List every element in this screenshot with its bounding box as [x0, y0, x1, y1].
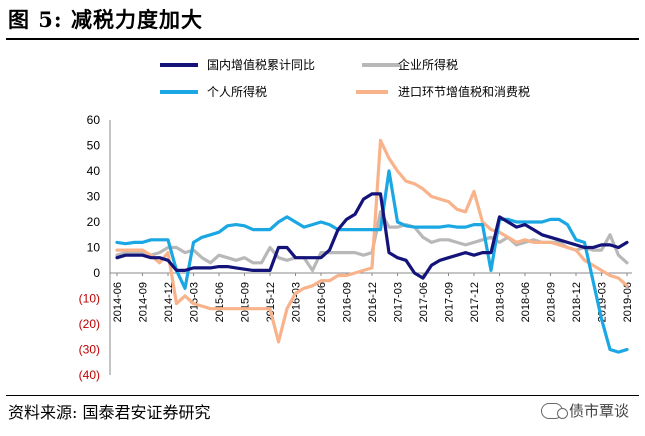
wechat-icon — [540, 402, 568, 419]
x-tick-label: 2017-12 — [469, 282, 481, 322]
series-line-2 — [115, 169, 629, 354]
y-tick-label: 0 — [93, 266, 100, 280]
x-tick-label: 2014-06 — [112, 282, 124, 322]
y-tick-label: 10 — [87, 241, 101, 255]
series-line-3 — [115, 138, 629, 344]
x-tick-label: 2017-03 — [393, 282, 405, 322]
y-tick-label: 50 — [87, 139, 101, 153]
x-tick-label: 2014-09 — [138, 282, 150, 322]
x-tick-label: 2015-03 — [189, 282, 201, 322]
legend-label-2: 个人所得税 — [207, 84, 267, 99]
y-axis: 60 50 40 30 20 10 0 (10) (20) (30) (40) — [79, 113, 111, 382]
x-tick-label: 2016-06 — [316, 282, 328, 322]
x-tick-label: 2019-06 — [622, 282, 634, 322]
footer-divider — [6, 395, 639, 396]
y-tick-label: (20) — [79, 317, 100, 331]
x-tick-label: 2018-09 — [546, 282, 558, 322]
x-tick-label: 2017-06 — [418, 282, 430, 322]
y-tick-label: 30 — [87, 190, 101, 204]
x-tick-label: 2015-06 — [214, 282, 226, 322]
y-tick-label: 20 — [87, 215, 101, 229]
series-line-0 — [115, 192, 629, 280]
series-layer — [115, 138, 629, 354]
y-tick-label: 40 — [87, 164, 101, 178]
x-tick-label: 2016-09 — [342, 282, 354, 322]
legend-label-1: 企业所得税 — [398, 57, 458, 72]
watermark: 债市覃谈 — [540, 400, 629, 421]
legend-label-0: 国内增值税累计同比 — [207, 57, 315, 72]
x-tick-label: 2015-09 — [240, 282, 252, 322]
y-tick-label: (40) — [79, 368, 100, 382]
x-tick-label: 2015-12 — [265, 282, 277, 322]
y-tick-label: (30) — [79, 343, 100, 357]
x-tick-label: 2018-06 — [520, 282, 532, 322]
watermark-text: 债市覃谈 — [568, 402, 629, 420]
x-tick-label: 2017-09 — [444, 282, 456, 322]
legend-label-3: 进口环节增值税和消费税 — [398, 84, 530, 99]
figure-title: 图 5: 减税力度加大 — [8, 7, 203, 32]
source-note: 资料来源: 国泰君安证券研究 — [8, 403, 211, 422]
x-axis: 2014-06 2014-09 2014-12 2015-03 2015-06 2015-… — [110, 272, 634, 322]
x-tick-label: 2014-12 — [163, 282, 175, 322]
y-tick-label: (10) — [79, 292, 100, 306]
x-tick-label: 2016-12 — [367, 282, 379, 322]
x-tick-label: 2018-03 — [495, 282, 507, 322]
title-divider — [6, 38, 639, 40]
x-tick-label: 2018-12 — [571, 282, 583, 322]
y-tick-label: 60 — [87, 113, 101, 127]
